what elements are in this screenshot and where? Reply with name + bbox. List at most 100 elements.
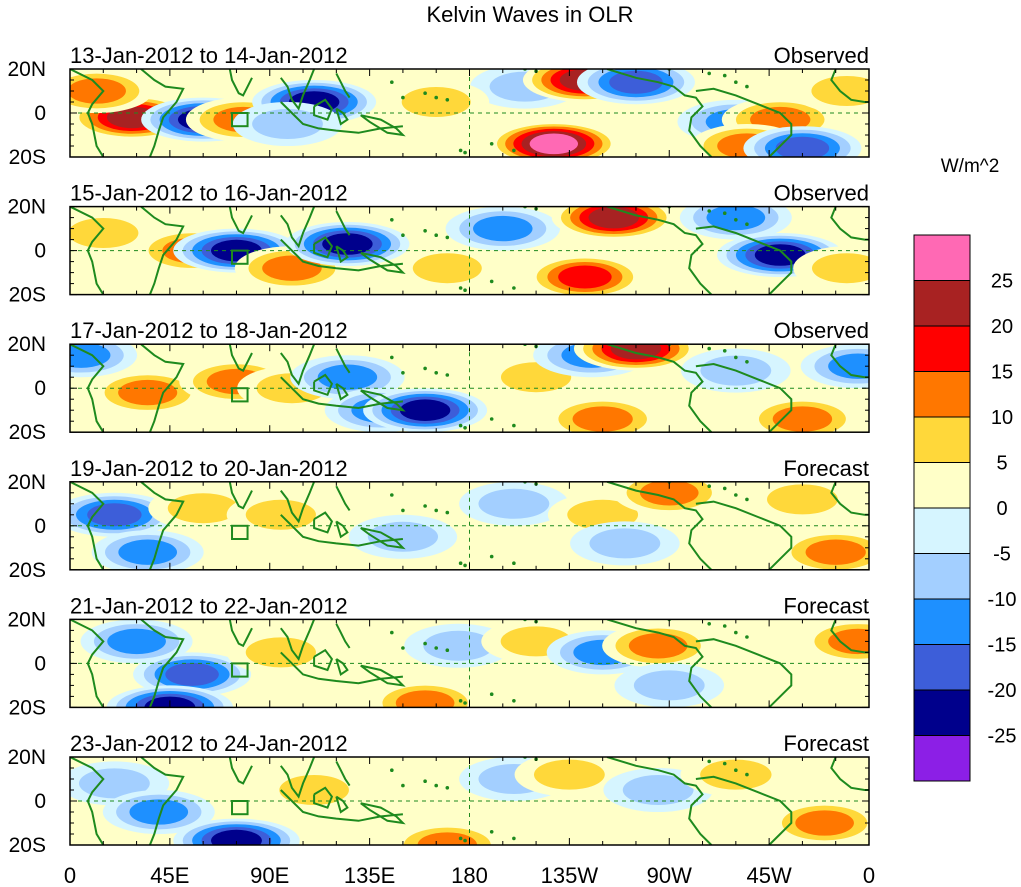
coastline — [228, 206, 253, 235]
y-tick-label: 20S — [9, 284, 46, 307]
olr-anomaly-field — [70, 344, 869, 433]
island — [445, 98, 450, 102]
coastline — [280, 101, 403, 134]
coastline — [606, 619, 713, 708]
island — [745, 635, 749, 639]
x-tick-label: 45E — [150, 863, 189, 887]
island — [445, 235, 450, 240]
panel-2: 20N 0 20S 15-Jan-2012 to 16-Jan-2012 Observe… — [7, 181, 870, 307]
island — [458, 148, 463, 153]
contour-level — [412, 253, 482, 284]
contour-level — [395, 690, 455, 708]
island — [401, 95, 405, 100]
island — [707, 71, 711, 76]
contour-level — [572, 406, 633, 432]
island — [489, 692, 494, 696]
coastline — [335, 382, 349, 401]
anomaly-feature — [613, 481, 726, 515]
contour-level — [118, 539, 178, 565]
island — [463, 426, 467, 430]
colorbar-swatch — [913, 416, 971, 463]
anomaly-feature — [573, 344, 698, 371]
panel-status: Forecast — [783, 593, 869, 618]
x-tick-label: 0 — [863, 863, 875, 887]
island — [390, 768, 394, 772]
contour-level — [633, 670, 705, 701]
island — [445, 648, 450, 652]
y-tick-label: 20S — [9, 559, 46, 582]
colorbar-label: 15 — [991, 362, 1013, 384]
panel-status: Forecast — [783, 731, 869, 756]
island — [745, 772, 749, 777]
anomaly-feature — [743, 126, 862, 157]
island — [745, 222, 749, 226]
coastline — [70, 481, 105, 570]
panel-period: 23-Jan-2012 to 24-Jan-2012 — [70, 731, 348, 756]
coastline — [335, 520, 349, 539]
coastline — [280, 238, 403, 272]
anomaly-feature — [768, 801, 869, 845]
anomaly-feature — [570, 521, 680, 566]
panel-6: 20N 0 20S 23-Jan-2012 to 24-Jan-2012 Forecas… — [7, 731, 870, 857]
coastline — [70, 69, 105, 157]
colorbar-swatch — [913, 280, 971, 327]
y-tick-label: 20N — [7, 471, 46, 494]
contour-level — [165, 662, 219, 686]
anomaly-feature — [576, 69, 695, 105]
island — [734, 493, 738, 497]
olr-anomaly-field — [70, 481, 869, 570]
anomaly-feature — [793, 246, 869, 291]
y-tick-label: 0 — [34, 102, 46, 125]
anomaly-feature — [614, 663, 725, 708]
island — [734, 768, 738, 772]
contour-level — [700, 759, 772, 790]
island — [707, 346, 711, 351]
contour-level — [322, 233, 373, 255]
coastline — [140, 69, 185, 157]
y-tick-label: 20S — [9, 834, 46, 857]
anomaly-feature — [602, 623, 715, 668]
coastline — [313, 786, 334, 809]
island — [463, 701, 467, 705]
coastline — [695, 638, 793, 708]
anomaly-feature — [745, 397, 860, 433]
contour-level — [558, 265, 612, 289]
anomaly-feature — [551, 206, 676, 240]
contour-level — [70, 78, 126, 104]
contour-level — [107, 628, 166, 655]
island — [458, 699, 463, 703]
colorbar-label: -25 — [988, 726, 1017, 748]
island — [423, 504, 427, 508]
island — [423, 641, 427, 646]
island — [423, 779, 427, 783]
panel-3: 20N 0 20S 17-Jan-2012 to 18-Jan-2012 Observe… — [7, 318, 870, 444]
contour-level — [795, 810, 854, 836]
coastline — [695, 775, 793, 845]
anomaly-feature — [91, 530, 204, 570]
colorbar-label: 10 — [991, 407, 1013, 429]
island — [434, 508, 439, 513]
coastline — [360, 527, 406, 550]
anomaly-feature — [369, 681, 482, 708]
island — [512, 836, 516, 841]
island — [463, 288, 467, 293]
contour-level — [805, 539, 866, 565]
island — [445, 786, 450, 790]
coastline — [280, 757, 316, 799]
island — [734, 80, 738, 84]
contour-level — [529, 133, 579, 155]
coastlines — [70, 481, 869, 570]
anomaly-feature — [106, 685, 234, 708]
island — [458, 286, 463, 290]
y-tick-label: 0 — [34, 652, 46, 675]
anomaly-feature — [544, 397, 662, 433]
coastline — [360, 251, 406, 275]
island — [458, 836, 463, 841]
island — [401, 371, 405, 375]
island — [401, 646, 405, 650]
island — [463, 838, 467, 843]
olr-anomaly-field — [70, 619, 869, 708]
contour-level — [639, 481, 699, 506]
panel-status: Observed — [774, 181, 869, 206]
colorbar-label: 0 — [996, 498, 1007, 520]
